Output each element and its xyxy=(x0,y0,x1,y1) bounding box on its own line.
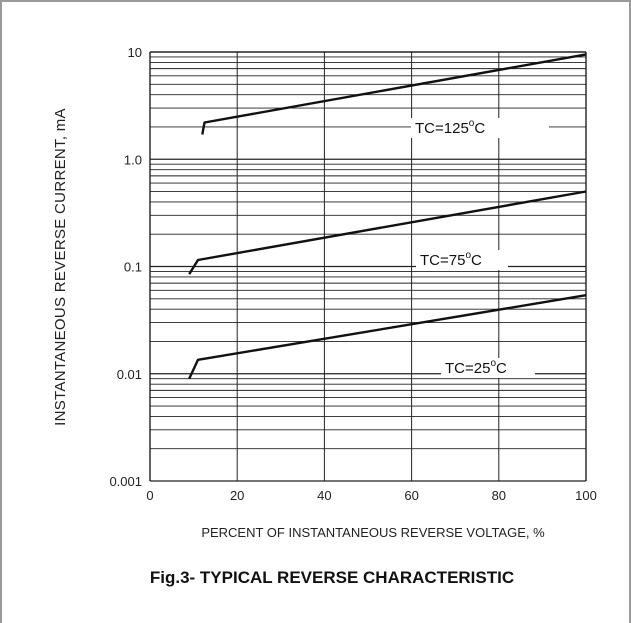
chart-title: Fig.3- TYPICAL REVERSE CHARACTERISTIC xyxy=(150,568,514,587)
x-tick-label: 40 xyxy=(317,488,331,503)
grid xyxy=(149,51,587,482)
series-label-0: TC=125oC xyxy=(415,118,485,137)
series-line-2 xyxy=(188,294,587,380)
frame-left-border xyxy=(0,0,2,623)
series-line-1 xyxy=(188,190,587,275)
x-tick-label: 20 xyxy=(230,488,244,503)
series-label-1: TC=75oC xyxy=(420,250,482,269)
x-tick-label: 100 xyxy=(575,488,597,503)
series-line-0 xyxy=(201,53,587,135)
x-tick-label: 80 xyxy=(492,488,506,503)
series-label-2: TC=25oC xyxy=(445,358,507,377)
y-tick-label: 0.1 xyxy=(124,260,142,275)
y-tick-label: 0.001 xyxy=(109,474,142,489)
tick-labels: 0 20 40 60 80 100 10 1.0 0.1 0.01 0.001 xyxy=(109,45,596,503)
y-axis-label: INSTANTANEOUS REVERSE CURRENT, mA xyxy=(52,108,69,426)
y-tick-label: 0.01 xyxy=(117,367,142,382)
frame-right-border xyxy=(629,0,631,623)
y-tick-label: 10 xyxy=(128,45,142,60)
y-tick-label: 1.0 xyxy=(124,152,142,167)
series-label-bg xyxy=(416,250,508,270)
x-tick-label: 0 xyxy=(146,488,153,503)
x-axis-label: PERCENT OF INSTANTANEOUS REVERSE VOLTAGE… xyxy=(201,525,545,540)
series-lines xyxy=(188,53,587,380)
series-labels: TC=125oC TC=75oC TC=25oC xyxy=(411,118,549,378)
series-label-bg xyxy=(441,358,535,378)
frame-top-border xyxy=(0,0,631,2)
series-label-bg xyxy=(411,118,549,138)
x-tick-label: 60 xyxy=(404,488,418,503)
